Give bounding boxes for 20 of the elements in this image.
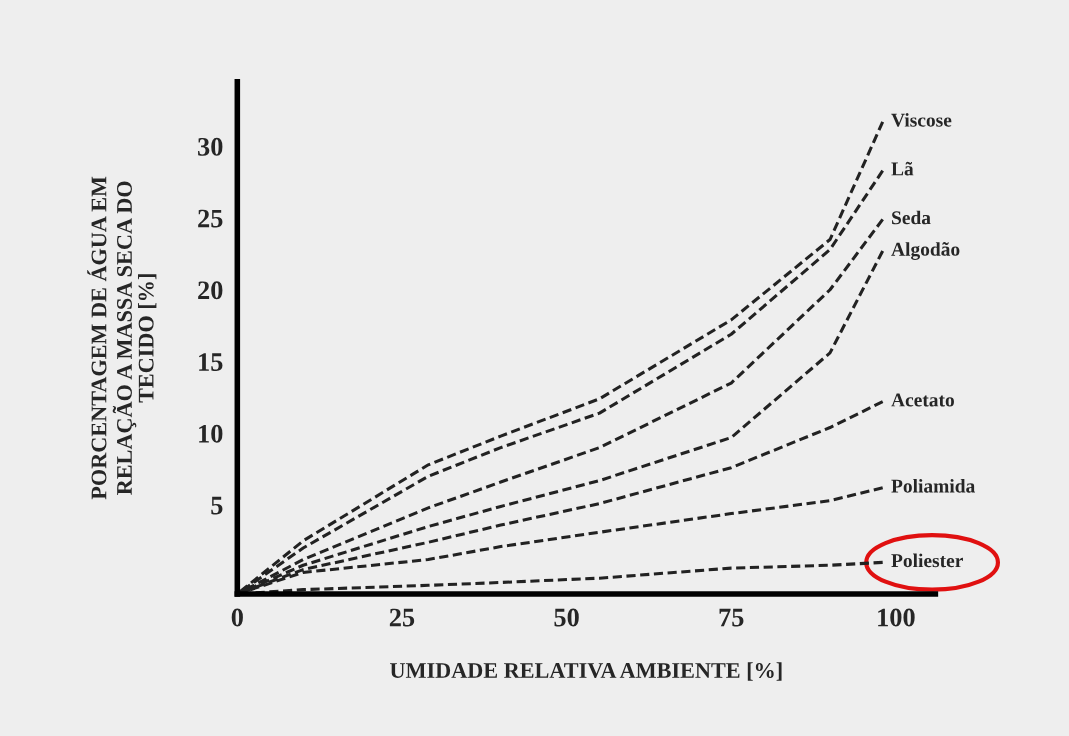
y-tick-label: 25: [198, 209, 223, 228]
x-tick-label: 0: [231, 608, 243, 627]
y-tick-label: 20: [198, 281, 223, 300]
x-axis-title: UMIDADE RELATIVA AMBIENTE [%]: [390, 662, 782, 681]
x-tick-label: 100: [878, 608, 915, 627]
y-axis-title: PORCENTAGEM DE ÁGUA EM RELAÇÃO A MASSA SECA DO TECIDO [%]: [87, 176, 157, 500]
series-label: Acetato: [891, 393, 954, 407]
y-tick-label: 10: [199, 424, 223, 443]
x-tick-label: 75: [719, 608, 744, 627]
series-label: Seda: [892, 210, 931, 225]
series-label: Lã: [891, 161, 914, 176]
y-tick-label: 5: [211, 496, 223, 515]
y-tick-label: 15: [199, 353, 223, 371]
y-tick-label: 30: [198, 137, 223, 156]
series-label: Algodão: [891, 242, 960, 260]
series-label: Poliester: [891, 553, 963, 568]
x-tick-label: 25: [389, 608, 415, 627]
x-tick-label: 50: [554, 608, 579, 627]
series-label: Viscose: [891, 113, 952, 127]
series-label: Poliamida: [891, 478, 975, 493]
